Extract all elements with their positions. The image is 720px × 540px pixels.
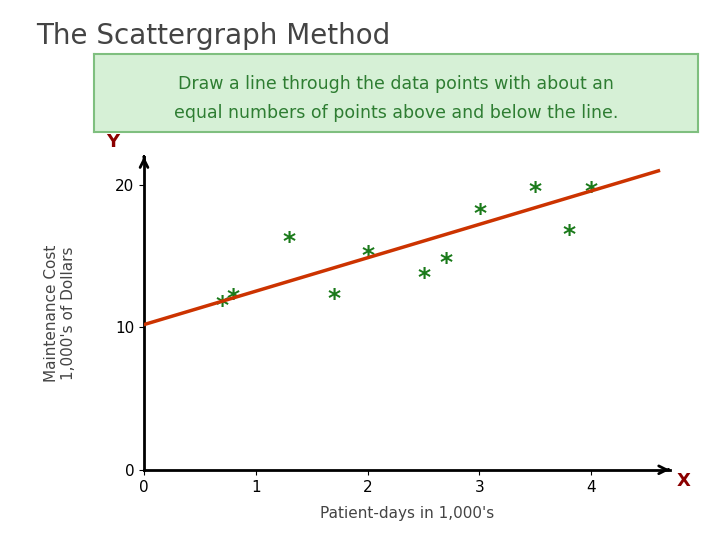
Text: *: * (528, 180, 543, 204)
Text: *: * (215, 294, 230, 318)
Text: *: * (327, 287, 341, 311)
Text: Draw a line through the data points with about an: Draw a line through the data points with… (178, 75, 614, 93)
Text: *: * (416, 266, 431, 289)
Text: equal numbers of points above and below the line.: equal numbers of points above and below … (174, 104, 618, 122)
Text: *: * (438, 252, 454, 275)
Text: *: * (584, 180, 599, 204)
Text: *: * (360, 244, 375, 268)
X-axis label: Patient-days in 1,000's: Patient-days in 1,000's (320, 505, 494, 521)
Text: *: * (472, 201, 487, 226)
Text: *: * (282, 230, 297, 254)
Text: *: * (562, 223, 577, 247)
Text: X: X (676, 472, 690, 490)
Text: Maintenance Cost
1,000's of Dollars: Maintenance Cost 1,000's of Dollars (44, 245, 76, 382)
Text: *: * (226, 287, 241, 311)
Text: The Scattergraph Method: The Scattergraph Method (36, 22, 390, 50)
Text: Y: Y (106, 133, 120, 151)
